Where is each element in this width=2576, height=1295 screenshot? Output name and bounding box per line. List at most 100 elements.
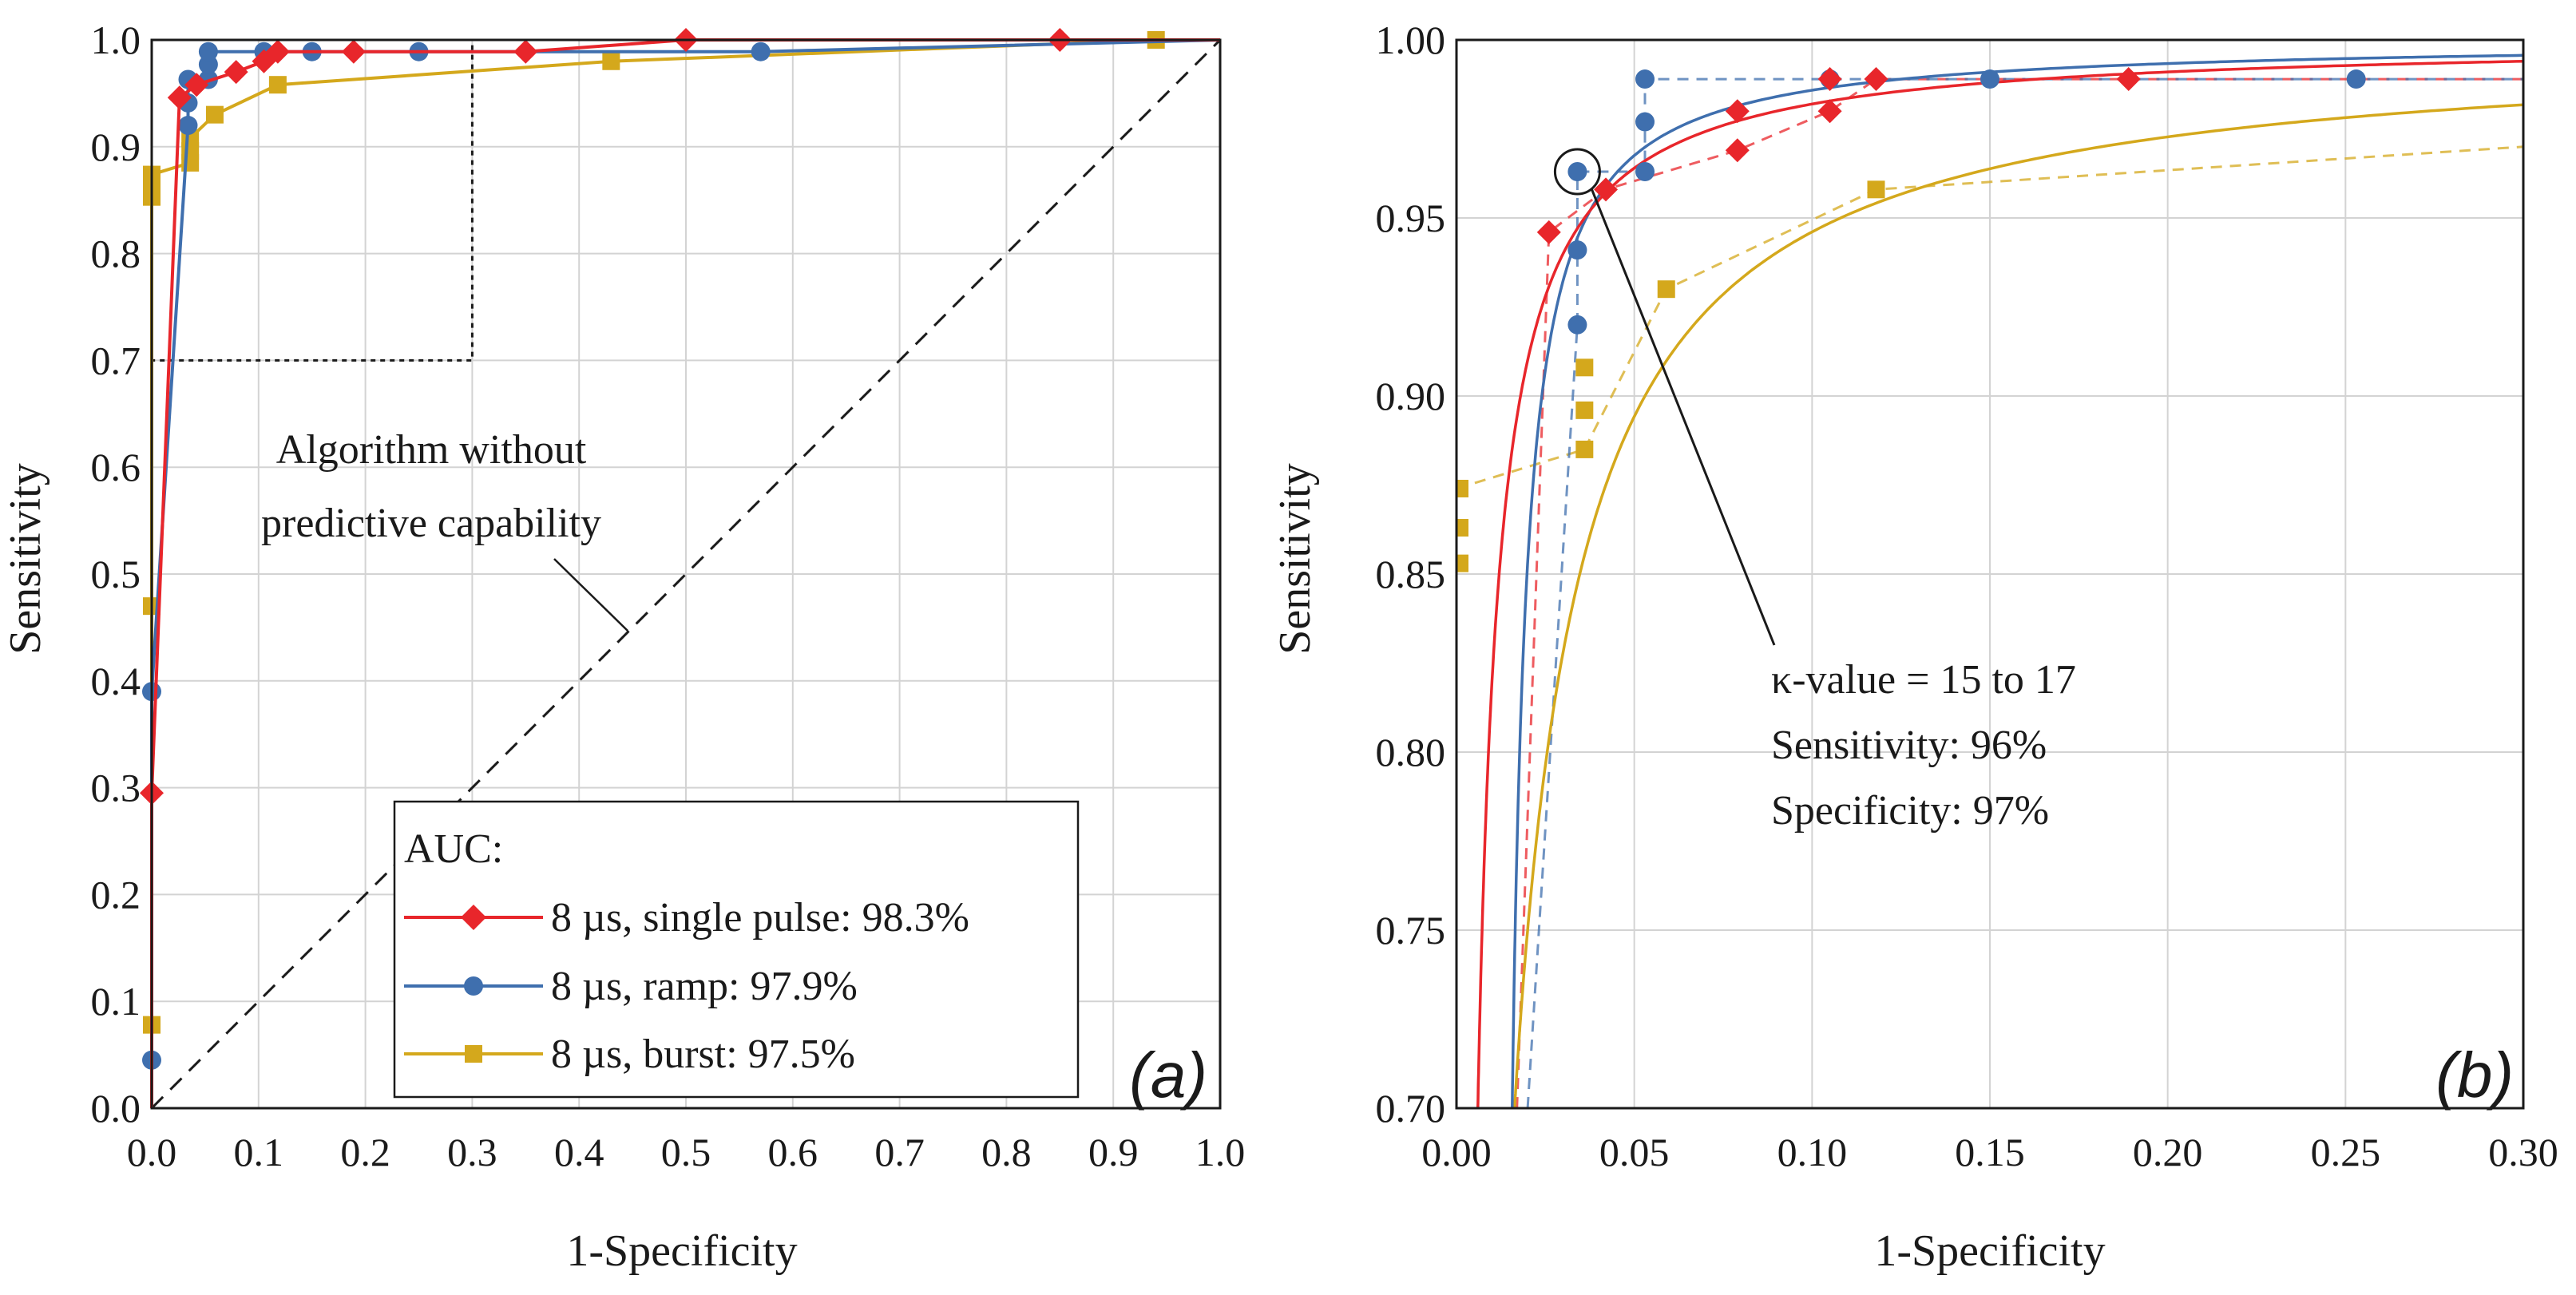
data-point-square (1575, 440, 1594, 458)
y-tick-label: 0.0 (91, 1086, 141, 1131)
operating-point-leader (1591, 188, 1776, 646)
data-point-diamond (1864, 67, 1888, 92)
legend-item-burst: 8 µs, burst: 97.5% (404, 1032, 855, 1077)
data-point-circle (1635, 69, 1655, 89)
fitted-curve-circle (1511, 53, 2523, 1108)
y-tick-label: 0.85 (1376, 552, 1446, 596)
data-point-diamond (341, 39, 366, 64)
panel-b-y-axis-label: Sensitivity (1270, 463, 1320, 655)
data-point-square (1456, 554, 1468, 572)
operating-point-sensitivity: Sensitivity: 96% (1771, 723, 2047, 768)
x-tick-label: 0.0 (127, 1130, 177, 1174)
data-point-square (268, 76, 287, 94)
dashed-connector-circle (1526, 77, 2523, 1108)
y-tick-label: 0.5 (91, 552, 141, 596)
panel-b-x-ticks: 0.00 0.05 0.10 0.15 0.20 0.25 0.30 (1421, 1130, 2558, 1174)
x-tick-label: 0.25 (2311, 1130, 2381, 1174)
panel-a-plot-frame (150, 38, 1222, 1110)
data-point-square (1575, 401, 1594, 419)
panel-a-x-ticks: 0.0 0.1 0.2 0.3 0.4 0.5 0.6 0.7 0.8 0.9 1.0 (127, 1130, 1246, 1174)
fitted-curve-square (1513, 103, 2523, 1108)
data-point-circle (1635, 112, 1655, 132)
data-point-diamond (1725, 99, 1750, 124)
panel-b-grid (1456, 40, 2523, 1108)
y-tick-label: 0.4 (91, 659, 141, 703)
reference-annotation-line-1: Algorithm without (276, 427, 587, 473)
y-tick-label: 0.7 (91, 338, 141, 382)
x-tick-label: 1.0 (1195, 1130, 1246, 1174)
data-point-diamond (1817, 67, 1842, 92)
panel-b-tag: (b) (2435, 1040, 2514, 1111)
data-point-circle (178, 116, 198, 136)
reference-annotation-line-2: predictive capability (261, 501, 601, 546)
x-tick-label: 0.7 (874, 1130, 925, 1174)
panel-a-tag: (a) (1129, 1040, 1207, 1111)
panel-b-plot-frame (1455, 38, 2525, 1110)
x-tick-label: 0.05 (1599, 1130, 1670, 1174)
data-point-diamond (224, 60, 248, 85)
x-tick-label: 0.6 (768, 1130, 818, 1174)
legend-marker-circle-icon (464, 976, 483, 996)
reference-annotation-leader (553, 558, 628, 632)
y-tick-label: 0.1 (91, 979, 141, 1024)
y-tick-label: 0.80 (1376, 730, 1446, 774)
y-tick-label: 0.70 (1376, 1086, 1446, 1131)
data-point-diamond (265, 39, 290, 64)
x-tick-label: 0.5 (661, 1130, 711, 1174)
data-point-square (1575, 358, 1594, 377)
data-point-square (1456, 519, 1468, 537)
legend-item-single-pulse: 8 µs, single pulse: 98.3% (404, 895, 969, 941)
panel-b-y-ticks: 0.70 0.75 0.80 0.85 0.90 0.95 1.00 (1376, 18, 1446, 1131)
x-tick-label: 0.8 (981, 1130, 1032, 1174)
data-point-diamond (1817, 99, 1842, 124)
chance-reference-line (150, 38, 1222, 1110)
x-tick-label: 0.30 (2488, 1130, 2558, 1174)
legend-title: AUC: (404, 826, 503, 872)
y-tick-label: 0.2 (91, 872, 141, 917)
x-tick-label: 0.2 (340, 1130, 390, 1174)
y-tick-label: 0.3 (91, 766, 141, 810)
legend-marker-diamond-icon (461, 905, 486, 930)
x-tick-label: 0.9 (1088, 1130, 1139, 1174)
legend-label-single-pulse: 8 µs, single pulse: 98.3% (551, 895, 969, 941)
x-tick-label: 0.1 (234, 1130, 284, 1174)
y-tick-label: 1.0 (91, 18, 141, 62)
data-point-circle (1567, 162, 1587, 182)
panel-a-grid (152, 40, 1220, 1108)
y-tick-label: 0.8 (91, 232, 141, 276)
y-tick-label: 0.6 (91, 445, 141, 489)
panel-b-x-axis-label: 1-Specificity (1874, 1226, 2105, 1276)
data-point-square (1867, 180, 1885, 199)
y-tick-label: 0.9 (91, 125, 141, 169)
data-point-circle (2346, 69, 2366, 89)
data-point-circle (1980, 69, 1999, 89)
data-point-square (1657, 280, 1675, 299)
y-tick-label: 0.95 (1376, 196, 1446, 240)
data-point-circle (1567, 240, 1587, 260)
panel-b-series (1456, 53, 2523, 1108)
data-point-diamond (1725, 138, 1750, 163)
data-point-circle (1567, 315, 1587, 335)
panel-a-x-axis-label: 1-Specificity (566, 1226, 797, 1276)
legend-item-ramp: 8 µs, ramp: 97.9% (404, 964, 858, 1009)
data-point-circle (1635, 162, 1655, 182)
y-tick-label: 1.00 (1376, 18, 1446, 62)
data-point-diamond (2116, 67, 2141, 92)
legend-box (393, 800, 1080, 1099)
operating-point-specificity: Specificity: 97% (1771, 788, 2049, 834)
operating-point-kappa: κ-value = 15 to 17 (1771, 657, 2076, 703)
data-point-circle (751, 42, 771, 61)
x-tick-label: 0.4 (554, 1130, 604, 1174)
legend-label-ramp: 8 µs, ramp: 97.9% (551, 964, 858, 1009)
panel-a-y-ticks: 0.0 0.1 0.2 0.3 0.4 0.5 0.6 0.7 0.8 0.9 1.0 (91, 18, 141, 1131)
panel-a-y-axis-label: Sensitivity (1, 463, 50, 655)
data-point-square (602, 52, 620, 70)
x-tick-label: 0.10 (1777, 1130, 1848, 1174)
data-point-diamond (1536, 220, 1561, 244)
data-point-diamond (184, 73, 209, 97)
x-tick-label: 0.3 (447, 1130, 497, 1174)
legend: AUC: 8 µs, single pulse: 98.3% 8 µs, ram… (393, 800, 1080, 1099)
legend-label-burst: 8 µs, burst: 97.5% (551, 1032, 855, 1077)
y-tick-label: 0.75 (1376, 908, 1446, 952)
